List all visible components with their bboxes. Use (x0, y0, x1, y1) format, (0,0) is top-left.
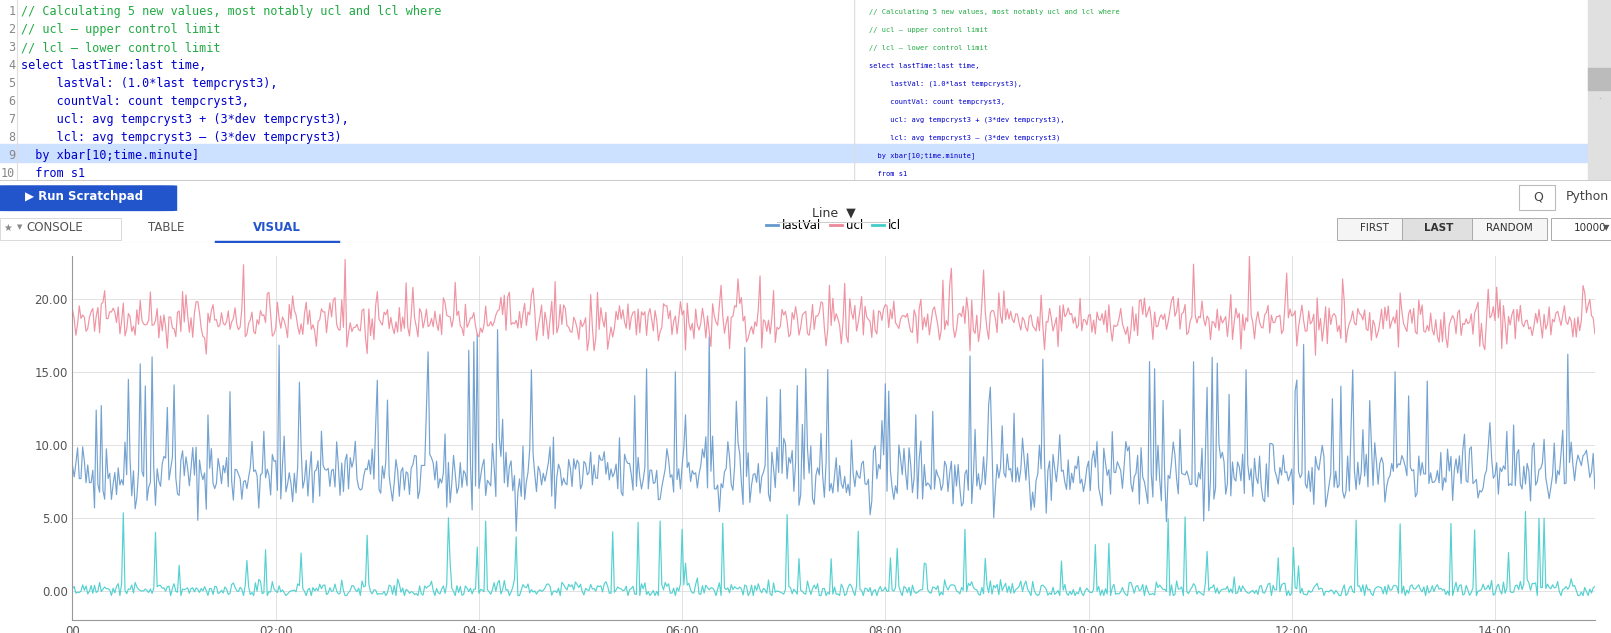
Text: by xbar[10;time.minute]: by xbar[10;time.minute] (21, 149, 200, 162)
Legend: lastVal, ucl, lcl: lastVal, ucl, lcl (762, 214, 905, 237)
Text: ▼: ▼ (1603, 223, 1609, 232)
Bar (1472, 218, 1547, 240)
Text: by xbar[10;time.minute]: by xbar[10;time.minute] (868, 153, 975, 159)
Text: lastVal: (1.0*last tempcryst3),: lastVal: (1.0*last tempcryst3), (21, 77, 277, 90)
FancyBboxPatch shape (0, 185, 177, 211)
Text: // Calculating 5 new values, most notably ucl and lcl where: // Calculating 5 new values, most notabl… (868, 9, 1120, 15)
Text: ucl: avg tempcryst3 + (3*dev tempcryst3),: ucl: avg tempcryst3 + (3*dev tempcryst3)… (868, 116, 1065, 123)
Text: countVal: count tempcryst3,: countVal: count tempcryst3, (868, 99, 1005, 104)
Text: ▶ Run Scratchpad: ▶ Run Scratchpad (24, 191, 143, 203)
Text: // lcl – lower control limit: // lcl – lower control limit (21, 41, 221, 54)
Text: // lcl – lower control limit: // lcl – lower control limit (868, 45, 988, 51)
Text: 1: 1 (8, 5, 16, 18)
Text: FIRST: FIRST (1360, 223, 1389, 232)
Text: ★: ★ (3, 223, 13, 232)
Text: 5: 5 (8, 77, 16, 90)
Text: ▼: ▼ (16, 225, 23, 230)
Text: 9: 9 (8, 149, 16, 162)
Text: LAST: LAST (1424, 223, 1453, 232)
Text: TABLE: TABLE (148, 221, 184, 234)
Text: .: . (1598, 92, 1601, 101)
Text: 2: 2 (8, 23, 16, 36)
Text: // ucl – upper control limit: // ucl – upper control limit (21, 23, 221, 36)
Text: 6: 6 (8, 95, 16, 108)
Text: // Calculating 5 new values, most notably ucl and lcl where: // Calculating 5 new values, most notabl… (21, 5, 441, 18)
Bar (1588, 0, 1611, 180)
Text: select lastTime:last time,: select lastTime:last time, (21, 60, 206, 72)
Text: lastVal: (1.0*last tempcryst3),: lastVal: (1.0*last tempcryst3), (868, 80, 1021, 87)
Text: select lastTime:last time,: select lastTime:last time, (868, 63, 979, 69)
Text: Line  ▼: Line ▼ (812, 206, 855, 220)
Text: from s1: from s1 (868, 171, 907, 177)
Text: CONSOLE: CONSOLE (26, 221, 84, 234)
Text: RANDOM: RANDOM (1485, 223, 1534, 232)
Text: 3: 3 (8, 41, 16, 54)
Text: lcl: avg tempcryst3 – (3*dev tempcryst3): lcl: avg tempcryst3 – (3*dev tempcryst3) (21, 131, 342, 144)
Text: 10000: 10000 (1574, 223, 1606, 232)
Text: // ucl – upper control limit: // ucl – upper control limit (868, 27, 988, 33)
Text: Python: Python (1566, 191, 1608, 203)
Text: 10: 10 (2, 167, 16, 180)
Bar (0, 144, 854, 162)
Text: 4: 4 (8, 60, 16, 72)
Bar (1588, 68, 1611, 90)
Text: lcl: avg tempcryst3 – (3*dev tempcryst3): lcl: avg tempcryst3 – (3*dev tempcryst3) (868, 134, 1060, 141)
Text: 7: 7 (8, 113, 16, 126)
Bar (0, 218, 121, 240)
Bar (1402, 218, 1476, 240)
Text: VISUAL: VISUAL (253, 221, 301, 234)
Bar (854, 144, 1611, 162)
Bar (1337, 218, 1411, 240)
Text: countVal: count tempcryst3,: countVal: count tempcryst3, (21, 95, 250, 108)
Text: from s1: from s1 (21, 167, 85, 180)
Text: 8: 8 (8, 131, 16, 144)
Text: Q: Q (1534, 191, 1543, 203)
Bar (1519, 185, 1555, 210)
Bar (1551, 218, 1611, 240)
Text: ucl: avg tempcryst3 + (3*dev tempcryst3),: ucl: avg tempcryst3 + (3*dev tempcryst3)… (21, 113, 350, 126)
